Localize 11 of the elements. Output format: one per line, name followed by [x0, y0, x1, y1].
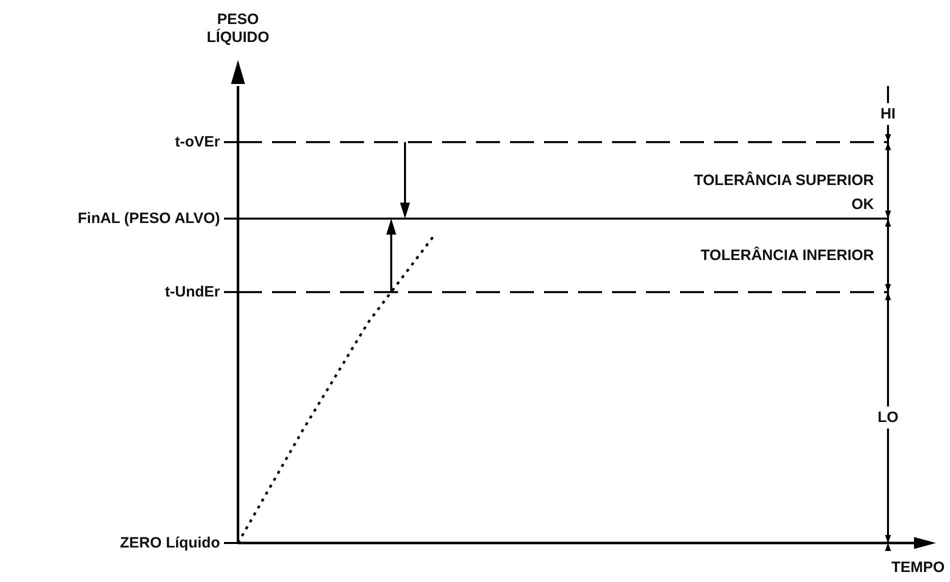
annotation: TOLERÂNCIA INFERIOR — [700, 246, 874, 264]
text: PESO LÍQUIDO — [206, 11, 270, 46]
text: HI — [880, 106, 896, 123]
ref-line-label: ZERO Líquido — [120, 534, 220, 552]
ref-line-label: t-oVEr — [175, 134, 220, 151]
ref-line-label: FinAL (PESO ALVO) — [78, 210, 220, 228]
text: OK — [852, 196, 874, 214]
text: TOLERÂNCIA SUPERIOR — [694, 170, 874, 189]
x-axis-title: TEMPO — [891, 559, 945, 576]
annotation: LO — [878, 409, 899, 426]
ref-line-label: t-UndEr — [165, 284, 220, 301]
